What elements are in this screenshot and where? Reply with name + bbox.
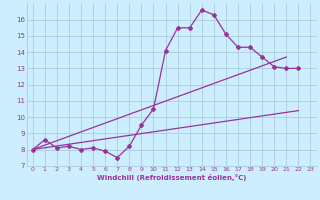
X-axis label: Windchill (Refroidissement éolien,°C): Windchill (Refroidissement éolien,°C) — [97, 174, 246, 181]
